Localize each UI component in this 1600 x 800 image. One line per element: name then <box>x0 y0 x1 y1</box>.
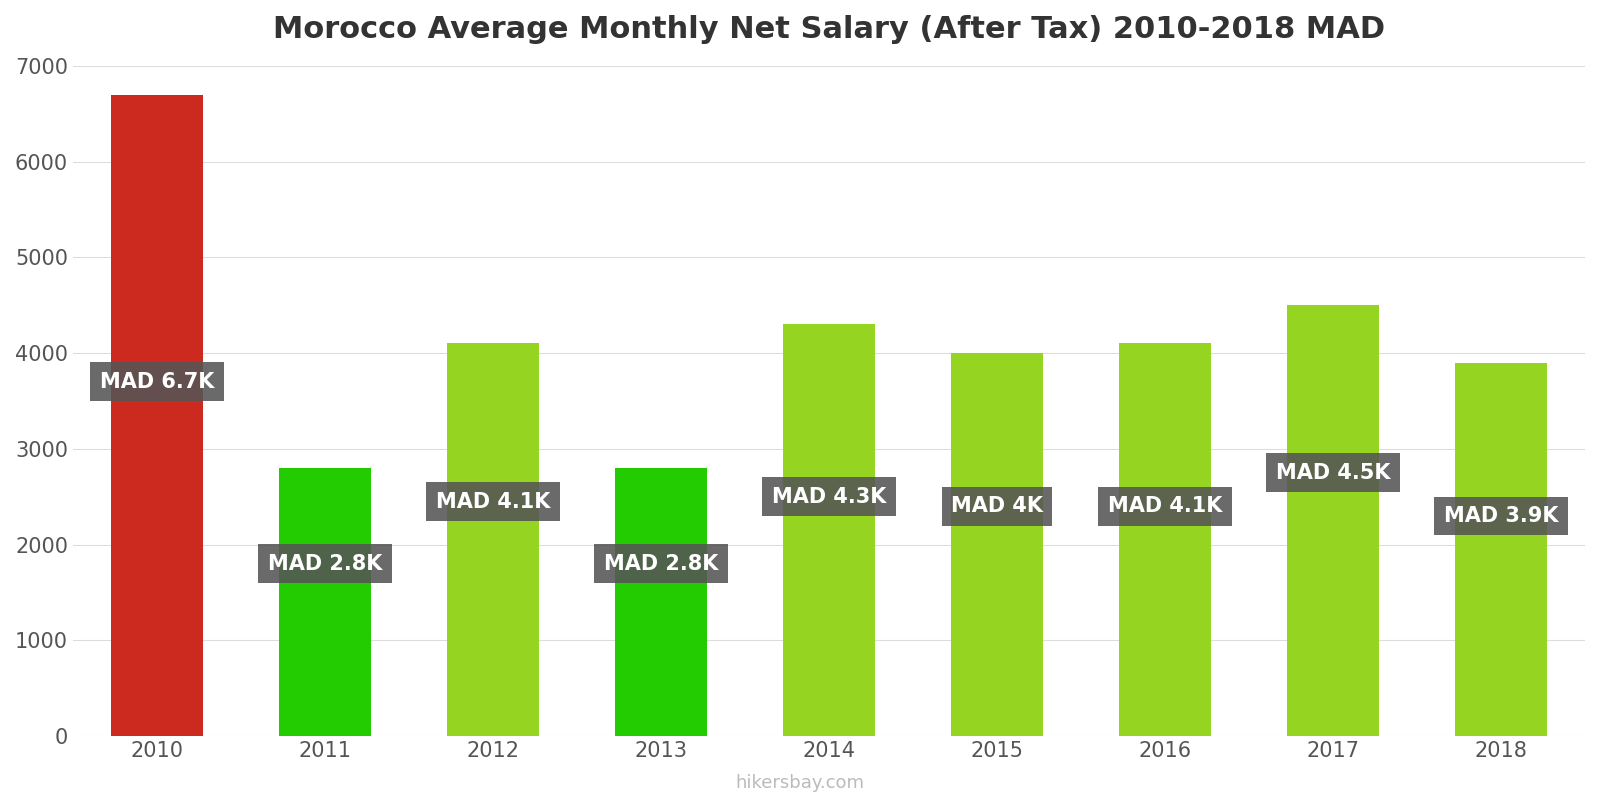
Text: MAD 2.8K: MAD 2.8K <box>603 554 718 574</box>
Bar <box>446 343 539 736</box>
Text: MAD 4K: MAD 4K <box>950 496 1043 516</box>
Text: MAD 4.1K: MAD 4.1K <box>1107 496 1222 516</box>
Text: MAD 4.3K: MAD 4.3K <box>771 486 886 506</box>
Text: MAD 4.1K: MAD 4.1K <box>435 491 550 511</box>
Bar <box>782 324 875 736</box>
Text: MAD 4.5K: MAD 4.5K <box>1275 462 1390 482</box>
Bar <box>1118 343 1211 736</box>
Bar <box>1454 362 1547 736</box>
Text: MAD 2.8K: MAD 2.8K <box>267 554 382 574</box>
Text: MAD 6.7K: MAD 6.7K <box>99 372 214 392</box>
Bar <box>110 94 203 736</box>
Bar <box>1286 305 1379 736</box>
Bar <box>278 468 371 736</box>
Text: MAD 3.9K: MAD 3.9K <box>1443 506 1558 526</box>
Title: Morocco Average Monthly Net Salary (After Tax) 2010-2018 MAD: Morocco Average Monthly Net Salary (Afte… <box>274 15 1386 44</box>
Bar <box>950 353 1043 736</box>
Bar <box>614 468 707 736</box>
Text: hikersbay.com: hikersbay.com <box>736 774 864 792</box>
